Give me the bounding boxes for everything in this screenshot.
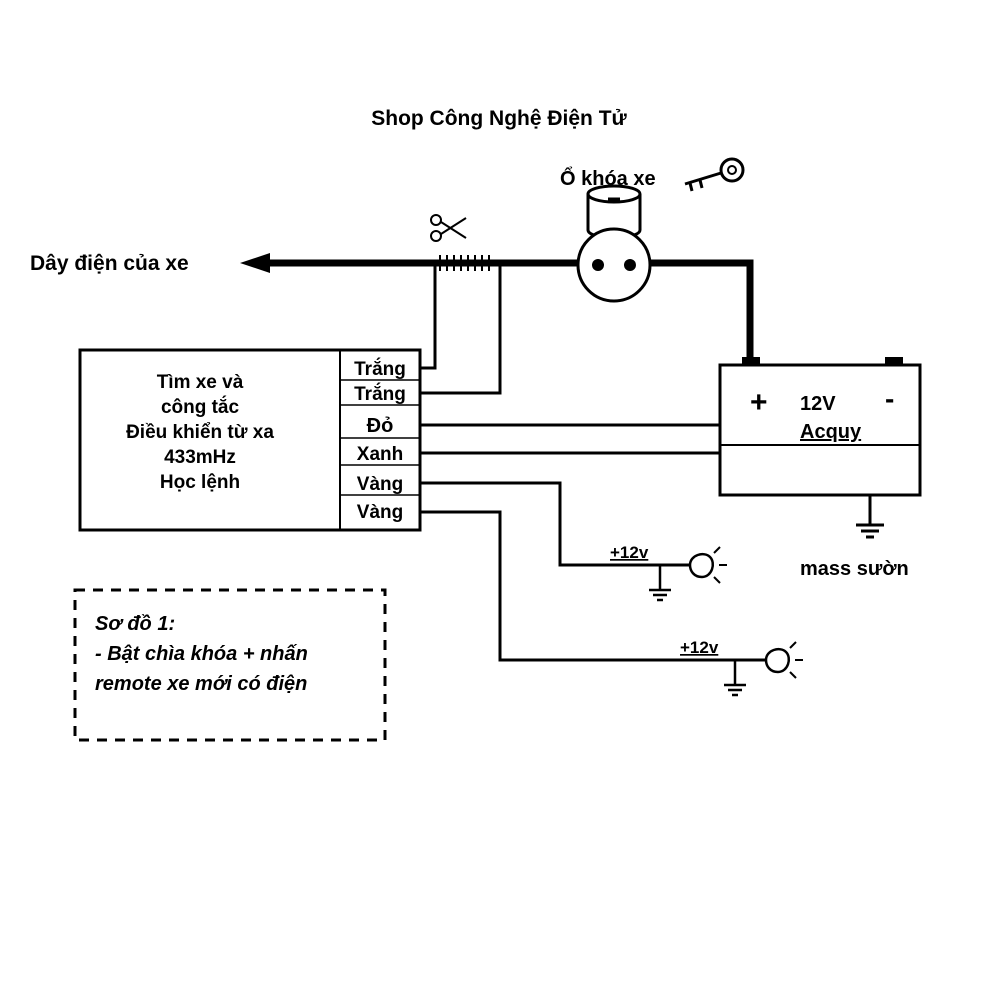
lock-to-battery-wire	[650, 263, 750, 367]
bulb-icon-2	[766, 642, 803, 678]
note-line-2: - Bật chìa khóa + nhấn	[95, 643, 308, 665]
lock-contact	[578, 229, 650, 301]
note-line-3: remote xe mới có điện	[95, 673, 307, 695]
battery-name: Acquy	[800, 421, 862, 443]
battery-terminal-plus	[742, 357, 760, 365]
lock-terminal-left	[592, 259, 604, 271]
module-text-5: Học lệnh	[160, 472, 240, 493]
lock-terminal-right	[624, 259, 636, 271]
battery-plus: +	[750, 386, 768, 419]
bulb2-label: +12v	[680, 638, 719, 657]
ground-icon-battery	[856, 525, 884, 537]
diagram-title: Shop Công Nghệ Điện Tử	[371, 107, 627, 130]
wire-color-4: Xanh	[357, 444, 403, 465]
module-text-3: Điều khiển từ xa	[126, 422, 274, 443]
battery-terminal-minus	[885, 357, 903, 365]
wire-color-3: Đỏ	[367, 415, 394, 437]
module-text-2: công tắc	[161, 396, 240, 418]
wire-label: Dây điện của xe	[30, 252, 189, 275]
arrow-head-icon	[240, 253, 270, 273]
battery-minus: -	[885, 383, 894, 414]
white-wire-2	[420, 263, 500, 393]
red-wire	[420, 395, 750, 425]
scissors-icon	[431, 215, 466, 241]
wire-color-5: Vàng	[357, 474, 403, 495]
key-icon	[685, 159, 743, 191]
battery-voltage: 12V	[800, 393, 836, 415]
yellow-wire-1	[420, 483, 690, 565]
mass-label: mass sườn	[800, 558, 909, 580]
wire-color-6: Vàng	[357, 502, 403, 523]
module-text-1: Tìm xe và	[157, 372, 244, 393]
ground-icon-bulb2	[724, 685, 746, 695]
wire-color-2: Trắng	[354, 383, 406, 405]
white-wire-1	[420, 263, 435, 368]
note-line-1: Sơ đồ 1:	[95, 613, 175, 635]
wire-color-1: Trắng	[354, 358, 406, 380]
bulb-icon-1	[690, 547, 727, 583]
module-text-4: 433mHz	[164, 447, 236, 468]
bulb1-label: +12v	[610, 543, 649, 562]
ground-icon-bulb1	[649, 590, 671, 600]
wiring-diagram: Shop Công Nghệ Điện Tử Ổ khóa xe	[0, 0, 999, 999]
